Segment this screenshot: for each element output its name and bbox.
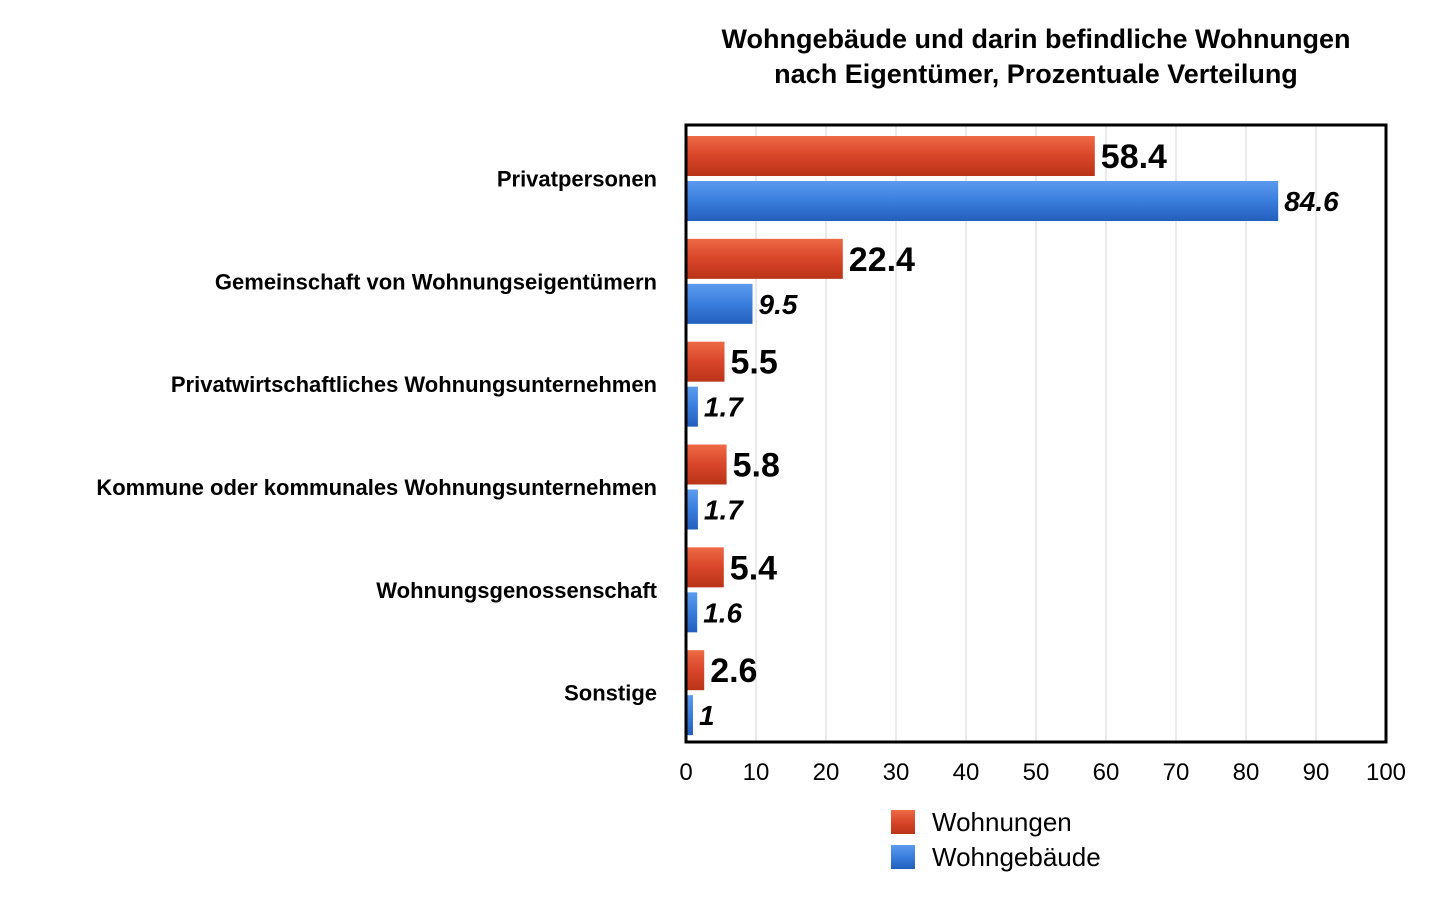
x-tick-label: 90 — [1303, 759, 1330, 786]
x-tick-label: 100 — [1366, 759, 1406, 786]
x-tick-label: 60 — [1093, 759, 1120, 786]
chart-title: Wohngebäude und darin befindliche Wohnun… — [686, 22, 1386, 92]
data-label: 84.6 — [1284, 186, 1339, 217]
category-label: Privatpersonen — [497, 167, 657, 192]
bar-wohngebaeude — [686, 181, 1279, 221]
data-label: 5.5 — [731, 344, 778, 382]
category-labels: Privatpersonen Gemeinschaft von Wohnungse… — [96, 167, 657, 706]
data-label: 22.4 — [849, 241, 915, 279]
bar-wohnungen — [686, 650, 705, 691]
x-tick-label: 40 — [953, 759, 980, 786]
legend-label: Wohnungen — [932, 807, 1072, 837]
chart-title-line-2: nach Eigentümer, Prozentuale Verteilung — [774, 59, 1298, 89]
x-axis-tick-labels: 0 10 20 30 40 50 60 70 80 90 100 — [679, 759, 1406, 786]
x-tick-label: 70 — [1163, 759, 1190, 786]
x-tick-label: 50 — [1023, 759, 1050, 786]
data-label: 1.6 — [703, 597, 742, 628]
data-label: 1.7 — [704, 392, 744, 423]
grid-lines — [755, 125, 1317, 742]
bar-wohngebaeude — [686, 386, 698, 427]
legend-label: Wohngebäude — [932, 842, 1101, 872]
x-tick-label: 30 — [883, 759, 910, 786]
plot-frame — [684, 123, 1388, 744]
bar-wohnungen — [686, 136, 1095, 176]
data-label: 5.8 — [733, 447, 780, 485]
chart-title-line-1: Wohngebäude und darin befindliche Wohnun… — [721, 24, 1351, 54]
category-label: Gemeinschaft von Wohnungseigentümern — [215, 269, 657, 294]
data-label: 2.6 — [710, 652, 757, 690]
bar-wohngebaeude — [686, 283, 753, 324]
x-tick-label: 20 — [813, 759, 840, 786]
category-label: Kommune oder kommunales Wohnungsunterneh… — [96, 475, 657, 500]
x-tick-label: 10 — [743, 759, 770, 786]
category-label: Wohnungsgenossenschaft — [376, 578, 657, 603]
bars — [686, 136, 1279, 736]
category-label: Privatwirtschaftliches Wohnungsunternehm… — [171, 372, 657, 397]
category-label: Sonstige — [564, 681, 657, 706]
data-label: 5.4 — [730, 549, 777, 587]
x-tick-label: 80 — [1233, 759, 1260, 786]
data-label: 58.4 — [1101, 138, 1167, 176]
data-label: 9.5 — [759, 289, 798, 320]
data-label: 1.7 — [704, 495, 744, 526]
bar-wohnungen — [686, 238, 843, 279]
bar-wohngebaeude — [686, 695, 693, 736]
data-labels: 58.4 22.4 5.5 5.8 5.4 2.6 84.6 9.5 1.7 1.7 1.6 1 — [699, 138, 1339, 731]
bar-wohnungen — [686, 341, 725, 382]
legend: Wohnungen Wohngebäude — [891, 807, 1101, 872]
data-label: 1 — [699, 700, 715, 731]
bar-wohnungen — [686, 444, 727, 485]
bar-wohngebaeude — [686, 592, 698, 633]
legend-swatch — [891, 810, 915, 834]
bar-wohngebaeude — [686, 489, 698, 530]
bar-wohnungen — [686, 547, 724, 588]
x-tick-label: 0 — [679, 759, 692, 786]
legend-swatch — [891, 845, 915, 869]
